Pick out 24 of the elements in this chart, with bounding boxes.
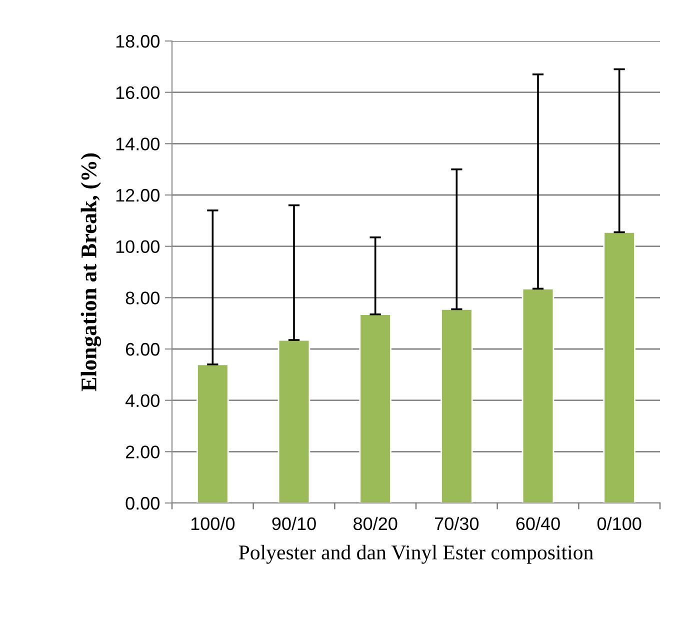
- y-tick-label: 8.00: [126, 292, 160, 304]
- bar: [196, 364, 229, 503]
- bar: [603, 232, 636, 503]
- y-tick-label: 18.00: [116, 34, 160, 48]
- x-tick-label: 80/20: [354, 516, 398, 530]
- x-tick-label: 60/40: [516, 516, 560, 530]
- y-tick-label: 12.00: [116, 188, 160, 202]
- y-tick-label: 10.00: [116, 240, 160, 254]
- x-axis-title: Polyester and dan Vinyl Ester composition: [238, 544, 594, 564]
- y-axis-title: Elongation at Break, (%): [80, 153, 102, 392]
- y-tick-label: 2.00: [126, 446, 160, 458]
- y-tick-label: 14.00: [116, 138, 160, 150]
- x-tick-label: 90/10: [272, 516, 316, 530]
- x-tick-label: 0/100: [597, 516, 642, 530]
- x-tick-label: 70/30: [435, 516, 479, 530]
- y-tick-label: 0.00: [126, 496, 160, 510]
- y-tick-label: 6.00: [126, 342, 160, 356]
- x-tick-label: 100/0: [191, 516, 235, 530]
- y-tick-label: 16.00: [116, 86, 160, 100]
- bar: [522, 288, 554, 503]
- bar: [359, 314, 392, 503]
- bar: [440, 308, 473, 503]
- bar: [278, 339, 310, 503]
- y-tick-label: 4.00: [125, 394, 160, 408]
